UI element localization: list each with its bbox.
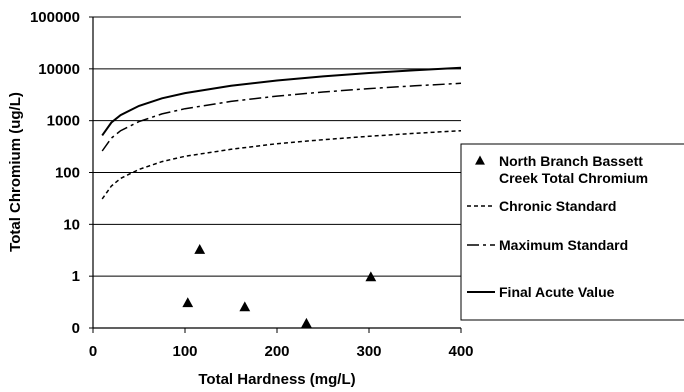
- y-tick-label: 10000: [38, 61, 80, 78]
- y-tick-label: 1000: [47, 113, 80, 130]
- series-line-final-acute-value: [101, 66, 462, 136]
- legend-label: Final Acute Value: [499, 284, 615, 300]
- x-tick-label: 400: [448, 343, 473, 360]
- legend-label: North Branch Bassett: [499, 153, 643, 169]
- legend-label: Creek Total Chromium: [499, 170, 648, 186]
- series-lines: [101, 66, 462, 200]
- y-axis-title: Total Chromium (ug/L): [7, 92, 24, 252]
- data-point-north-branch-bassett-creek-total-chromium: [239, 301, 251, 312]
- y-tick-label: 100: [55, 165, 80, 182]
- tick-labels: 0 1 10 100 1000 10000 100000 0 100 200 300 400: [30, 9, 474, 360]
- legend-label: Chronic Standard: [499, 198, 616, 214]
- x-axis-title: Total Hardness (mg/L): [198, 371, 355, 388]
- data-point-north-branch-bassett-creek-total-chromium: [194, 243, 206, 254]
- x-tick-label: 0: [89, 343, 97, 360]
- x-tick-label: 300: [356, 343, 381, 360]
- gridlines: [93, 16, 461, 277]
- y-tick-label: 10: [63, 216, 80, 233]
- y-tick-label: 0: [72, 320, 80, 337]
- series-line-maximum-standard: [101, 82, 462, 152]
- series-line-chronic-standard: [101, 129, 462, 200]
- data-point-north-branch-bassett-creek-total-chromium: [182, 297, 194, 308]
- y-tick-label: 1: [72, 268, 80, 285]
- data-point-north-branch-bassett-creek-total-chromium: [301, 317, 312, 328]
- data-markers: [182, 243, 377, 328]
- legend-marker-triangle: [475, 155, 485, 165]
- data-point-north-branch-bassett-creek-total-chromium: [365, 271, 377, 282]
- x-tick-label: 100: [172, 343, 197, 360]
- y-tick-label: 100000: [30, 9, 80, 26]
- legend-box: [460, 143, 684, 321]
- x-tick-label: 200: [264, 343, 289, 360]
- legend-label: Maximum Standard: [499, 237, 628, 253]
- axes: [89, 16, 462, 333]
